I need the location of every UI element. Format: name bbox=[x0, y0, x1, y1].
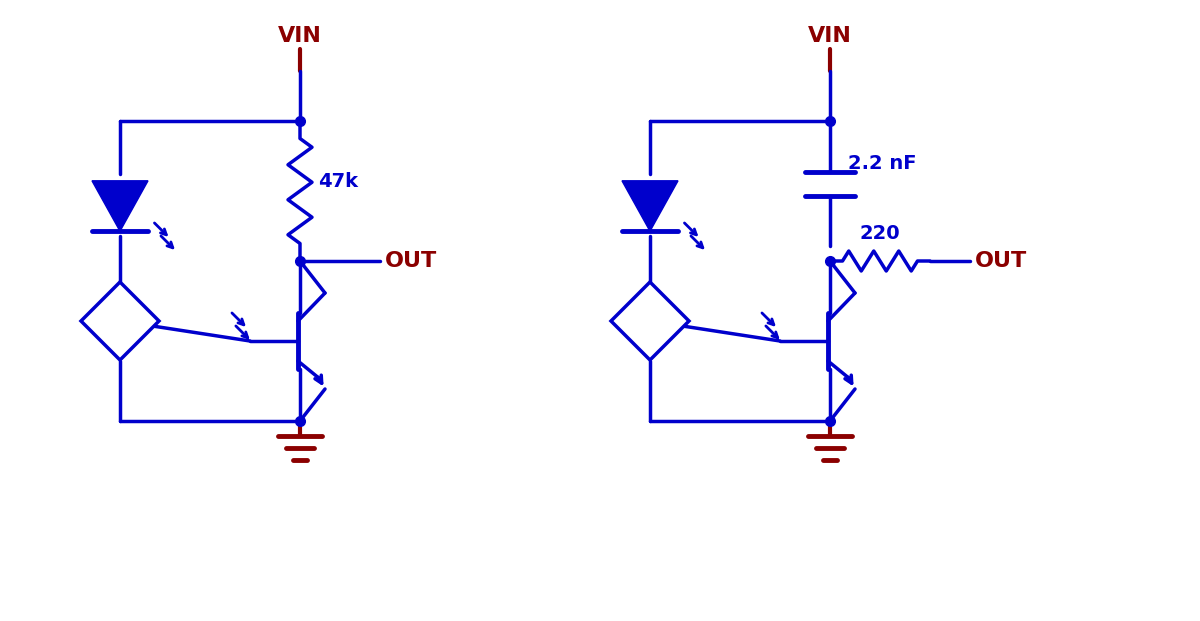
Text: 47k: 47k bbox=[318, 171, 358, 191]
Text: OUT: OUT bbox=[974, 251, 1027, 271]
Polygon shape bbox=[622, 181, 678, 231]
Polygon shape bbox=[611, 282, 689, 360]
Text: VIN: VIN bbox=[808, 26, 852, 46]
Text: 220: 220 bbox=[859, 224, 900, 243]
Polygon shape bbox=[92, 181, 148, 231]
Polygon shape bbox=[82, 282, 158, 360]
Text: VIN: VIN bbox=[278, 26, 322, 46]
Text: OUT: OUT bbox=[385, 251, 437, 271]
Text: 2.2 nF: 2.2 nF bbox=[848, 154, 917, 173]
